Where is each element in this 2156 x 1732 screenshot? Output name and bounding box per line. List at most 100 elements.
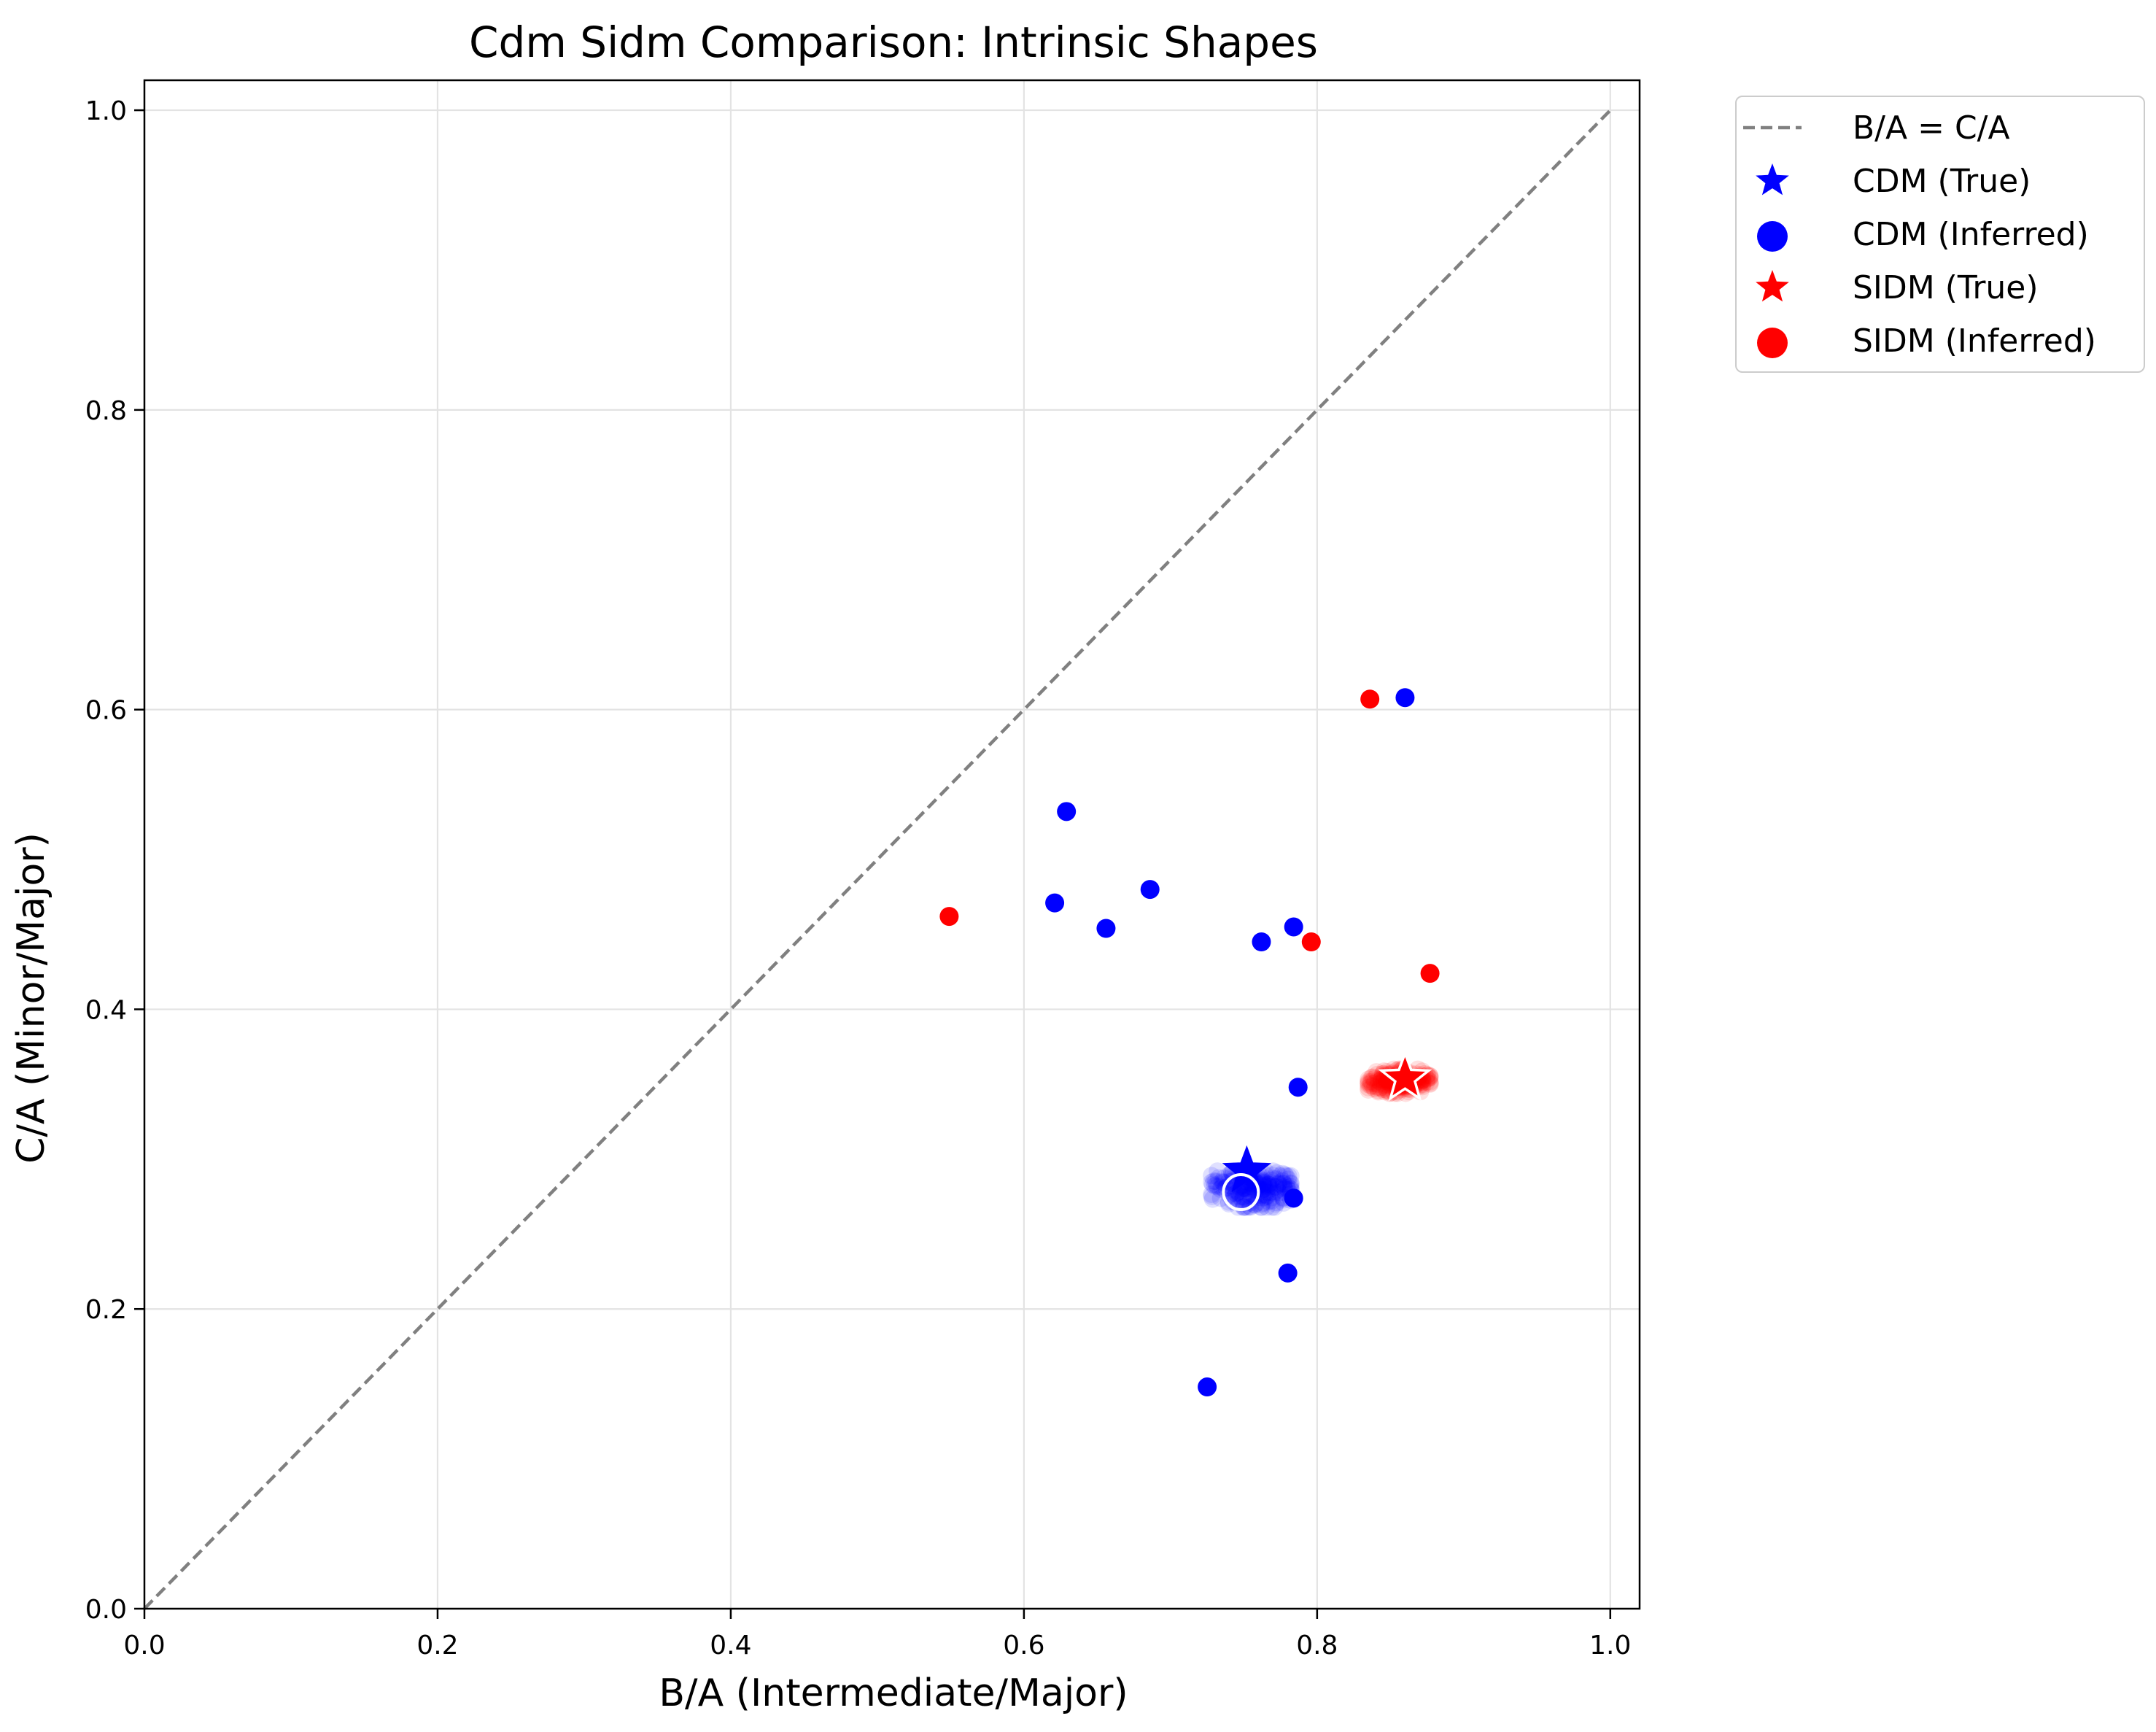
- true-markers-layer: [1222, 1049, 1432, 1212]
- cdm-cluster-point: [1269, 1175, 1287, 1193]
- cdm-cluster-point: [1267, 1170, 1285, 1188]
- y-tick-label: 0.4: [85, 995, 127, 1025]
- sidm-cluster-point: [1364, 1068, 1382, 1086]
- y-tick-label: 0.6: [85, 696, 127, 726]
- y-axis-label: C/A (Minor/Major): [9, 832, 53, 1164]
- cdm-cluster-point: [1236, 1198, 1254, 1216]
- cdm-cluster-point: [1215, 1169, 1233, 1187]
- legend-label-cdm-inferred: CDM (Inferred): [1853, 216, 2089, 253]
- sidm-inferred-point: [1360, 689, 1380, 709]
- cdm-inferred-point: [1045, 893, 1065, 913]
- sidm-cluster-point: [1362, 1077, 1380, 1095]
- cdm-cluster-point: [1257, 1198, 1276, 1216]
- cdm-inferred-point: [1284, 1188, 1303, 1208]
- cdm-cluster-point: [1279, 1170, 1298, 1188]
- sidm-cluster-point: [1360, 1072, 1378, 1091]
- x-tick-label: 1.0: [1589, 1631, 1631, 1661]
- cdm-cluster-point: [1252, 1198, 1271, 1216]
- x-tick-label: 0.8: [1296, 1631, 1338, 1661]
- x-axis-label: B/A (Intermediate/Major): [659, 1671, 1128, 1715]
- y-tick-label: 0.0: [85, 1595, 127, 1625]
- cdm-cluster-point: [1229, 1190, 1247, 1208]
- cdm-cluster-point: [1246, 1181, 1265, 1199]
- cdm-cluster-point: [1261, 1183, 1279, 1202]
- cdm-cluster-point: [1260, 1175, 1278, 1194]
- cdm-mean-marker: [1222, 1173, 1260, 1212]
- cdm-cluster-point: [1247, 1194, 1265, 1213]
- cdm-cluster-point: [1262, 1176, 1280, 1194]
- cdm-inferred-point: [1288, 1078, 1308, 1097]
- sidm-cluster-point: [1362, 1072, 1380, 1091]
- cdm-cluster-point: [1207, 1176, 1225, 1194]
- cdm-cluster-point: [1258, 1183, 1276, 1201]
- x-tick-label: 0.6: [1003, 1631, 1044, 1661]
- plot-area: [143, 79, 1641, 1610]
- sidm-cluster-point: [1362, 1068, 1381, 1086]
- cdm-cluster-point: [1263, 1191, 1281, 1210]
- legend: B/A = C/A CDM (True) CDM (Inferred) SIDM (T…: [1735, 96, 2145, 373]
- cdm-cluster-point: [1262, 1171, 1280, 1189]
- sidm-cluster-point: [1418, 1073, 1436, 1091]
- y-tick-label: 0.2: [85, 1295, 127, 1325]
- cdm-cluster-point: [1258, 1186, 1276, 1205]
- sidm-cluster-point: [1376, 1078, 1394, 1097]
- cdm-cluster-point: [1281, 1167, 1300, 1185]
- cdm-cluster-point: [1260, 1180, 1279, 1198]
- legend-label-cdm-true: CDM (True): [1853, 163, 2031, 200]
- cdm-cluster-point: [1269, 1175, 1287, 1194]
- cdm-cluster-point: [1246, 1196, 1264, 1214]
- cdm-cluster-point: [1205, 1172, 1223, 1190]
- sidm-cluster-point: [1360, 1080, 1378, 1099]
- cdm-inferred-point: [1395, 688, 1415, 708]
- cdm-cluster-point: [1271, 1167, 1289, 1185]
- cdm-cluster-point: [1214, 1173, 1232, 1191]
- cdm-cluster-point: [1255, 1188, 1273, 1207]
- cdm-cluster-point: [1203, 1190, 1222, 1208]
- cdm-cluster-point: [1266, 1178, 1284, 1196]
- legend-circle-cdm-inferred: [1757, 221, 1788, 252]
- sidm-cluster-point: [1360, 1074, 1378, 1092]
- sidm-cluster-point: [1421, 1074, 1439, 1092]
- cdm-cluster-point: [1234, 1198, 1252, 1216]
- cdm-cluster-point: [1217, 1178, 1235, 1196]
- legend-label-sidm-true: SIDM (True): [1853, 269, 2039, 306]
- cdm-cluster-point: [1227, 1185, 1245, 1203]
- cdm-cluster-point: [1236, 1192, 1255, 1210]
- cdm-cluster-point: [1203, 1167, 1221, 1185]
- x-tick-label: 0.0: [123, 1631, 165, 1661]
- legend-label-b-a-c-a: B/A = C/A: [1853, 109, 2010, 147]
- cdm-cluster-point: [1203, 1173, 1221, 1191]
- cdm-cluster-point: [1263, 1198, 1281, 1216]
- points-layer: [939, 688, 1440, 1397]
- cdm-cluster-point: [1228, 1183, 1246, 1202]
- cdm-cluster-point: [1279, 1167, 1298, 1186]
- cdm-cluster-point: [1261, 1183, 1279, 1202]
- legend-star-cdm-true: [1756, 163, 1789, 196]
- sidm-cluster-point: [1365, 1070, 1383, 1089]
- sidm-cluster-point: [1360, 1070, 1378, 1089]
- cdm-cluster-point: [1269, 1174, 1287, 1192]
- cdm-cluster-point: [1234, 1188, 1252, 1206]
- cdm-cluster-point: [1277, 1167, 1295, 1185]
- cdm-cluster-point: [1209, 1178, 1227, 1196]
- cdm-cluster-point: [1274, 1175, 1292, 1193]
- cdm-cluster-point: [1261, 1174, 1279, 1192]
- legend-star-sidm-true: [1756, 270, 1789, 302]
- cdm-cluster-point: [1209, 1169, 1228, 1187]
- sidm-cluster-point: [1360, 1075, 1378, 1094]
- sidm-cluster-point: [1372, 1073, 1390, 1091]
- cdm-cluster-point: [1264, 1162, 1282, 1180]
- sidm-cluster-point: [1365, 1080, 1384, 1098]
- cdm-cluster-point: [1258, 1188, 1276, 1206]
- legend-label-sidm-inferred: SIDM (Inferred): [1853, 322, 2096, 360]
- cdm-cluster-point: [1263, 1170, 1281, 1188]
- sidm-cluster-point: [1376, 1076, 1394, 1094]
- cdm-cluster-point: [1229, 1198, 1247, 1216]
- sidm-inferred-point: [1301, 932, 1321, 952]
- cdm-cluster-point: [1213, 1172, 1231, 1191]
- sidm-cluster-point: [1369, 1081, 1387, 1099]
- cdm-inferred-point: [1096, 919, 1116, 938]
- cdm-cluster-point: [1266, 1183, 1284, 1201]
- sidm-cluster-point: [1370, 1079, 1389, 1097]
